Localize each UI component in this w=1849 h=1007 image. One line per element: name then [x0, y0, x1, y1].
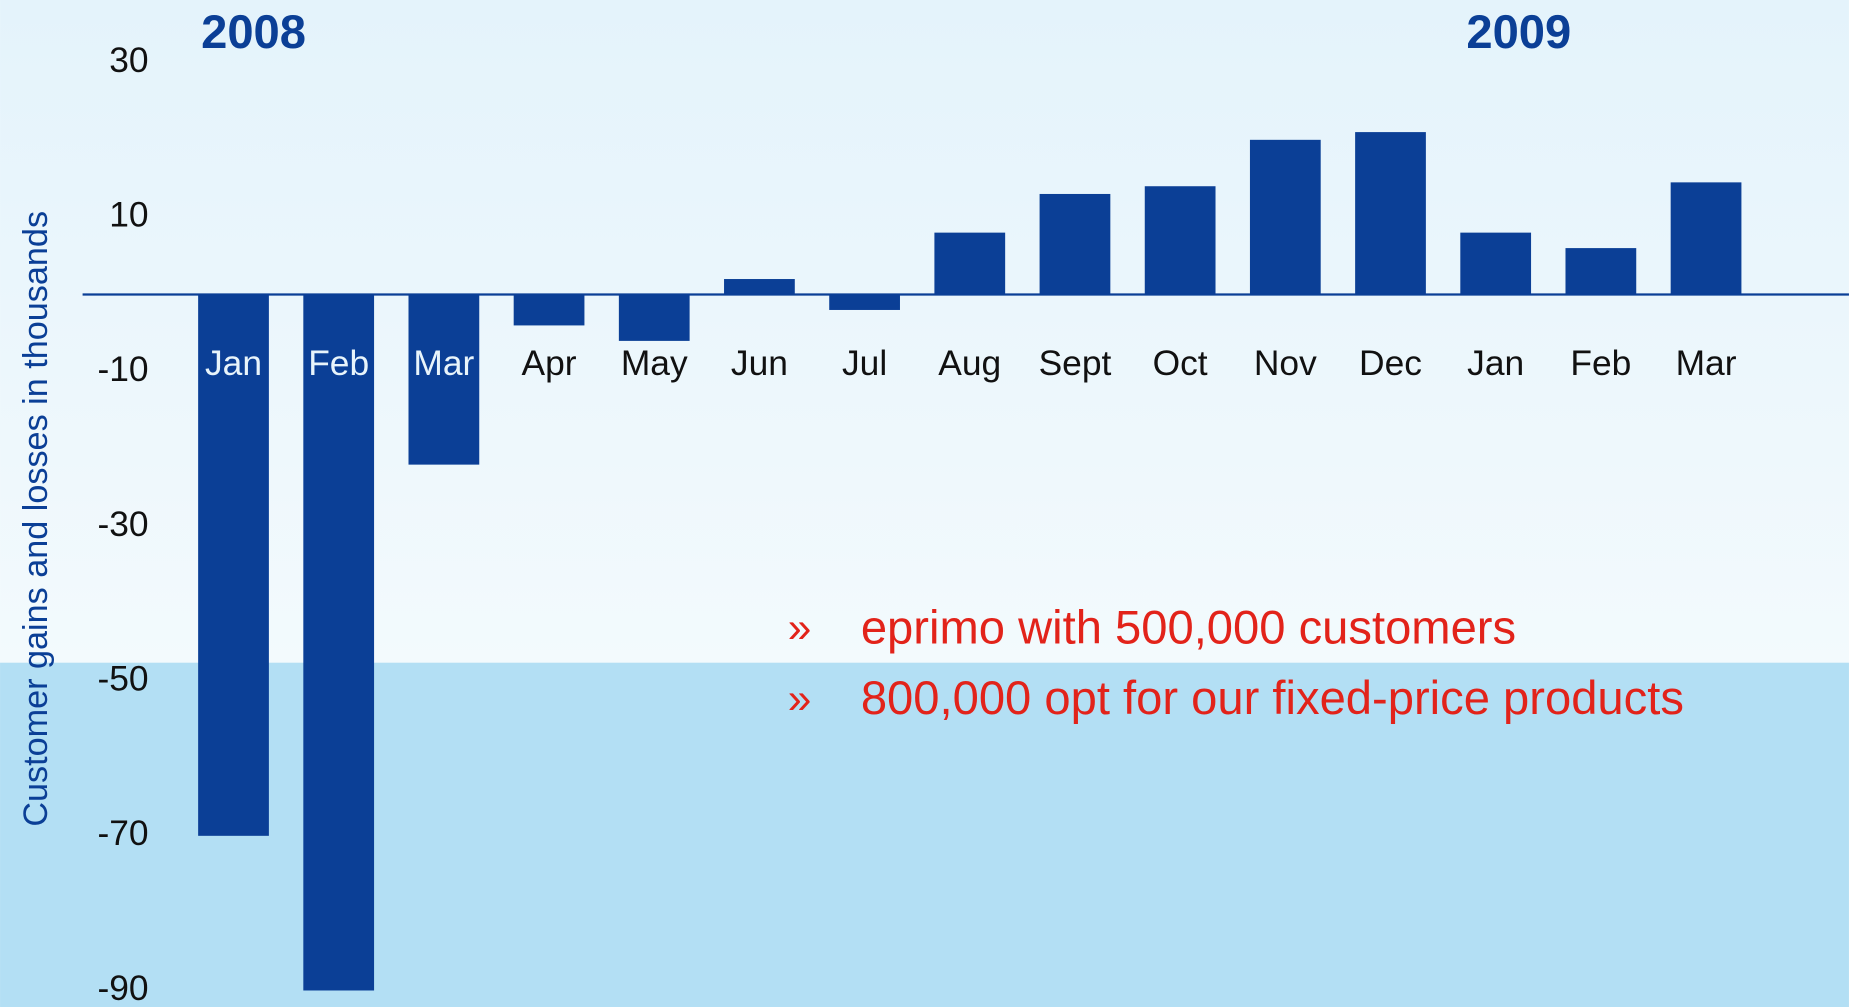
bar — [618, 294, 690, 341]
bar — [408, 294, 480, 465]
bar — [1249, 139, 1321, 295]
y-tick-label: -30 — [98, 505, 149, 544]
x-tick-label: Jan — [1467, 344, 1524, 383]
x-tick-label: May — [621, 344, 688, 383]
x-tick-label: Mar — [413, 344, 474, 383]
y-tick-label: -90 — [98, 969, 149, 1007]
year-label: 2009 — [1466, 5, 1571, 58]
x-tick-label: Jan — [205, 344, 262, 383]
bar — [1460, 232, 1532, 295]
bar — [1565, 248, 1637, 295]
bar — [1670, 182, 1742, 295]
x-tick-label: Oct — [1153, 344, 1208, 383]
x-tick-label: Aug — [938, 344, 1001, 383]
x-tick-label: Mar — [1676, 344, 1737, 383]
x-tick-label: Jul — [842, 344, 887, 383]
x-tick-label: Apr — [522, 344, 577, 383]
bar — [303, 294, 375, 991]
y-axis-label: Customer gains and losses in thousands — [17, 211, 55, 827]
y-tick-label: -70 — [98, 814, 149, 853]
bar — [934, 232, 1006, 295]
y-tick-label: -50 — [98, 660, 149, 699]
bar — [1144, 186, 1216, 295]
background-top — [0, 0, 1849, 663]
y-tick-label: -10 — [98, 350, 149, 389]
bar — [829, 294, 900, 310]
y-tick-label: 10 — [109, 196, 148, 235]
bar — [1355, 132, 1426, 295]
bar — [1039, 193, 1111, 295]
year-label: 2008 — [201, 5, 306, 58]
x-tick-label: Nov — [1254, 344, 1317, 383]
bar — [198, 294, 269, 836]
bullet-marker: » — [788, 604, 812, 651]
bar — [724, 279, 795, 295]
bullet-marker: » — [788, 675, 812, 722]
x-tick-label: Dec — [1359, 344, 1422, 383]
bar — [513, 294, 585, 326]
bullet-text: 800,000 opt for our fixed-price products — [861, 671, 1684, 724]
x-tick-label: Feb — [308, 344, 369, 383]
x-tick-label: Jun — [731, 344, 788, 383]
x-tick-label: Sept — [1039, 344, 1112, 383]
bullet-text: eprimo with 500,000 customers — [861, 600, 1516, 653]
y-tick-label: 30 — [109, 41, 148, 80]
x-tick-label: Feb — [1570, 344, 1631, 383]
